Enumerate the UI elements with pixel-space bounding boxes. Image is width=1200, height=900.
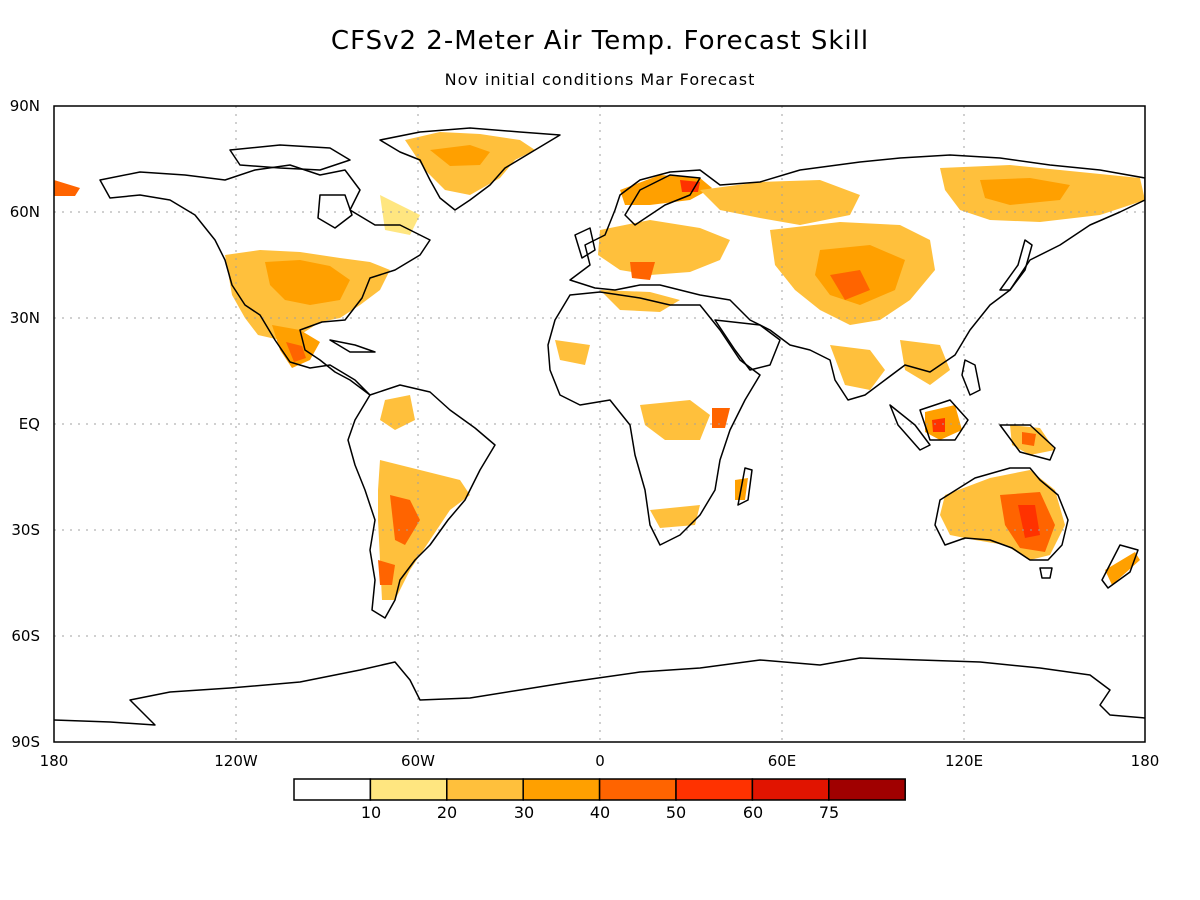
lat-label-30n: 30N xyxy=(10,309,40,327)
colorbar-label-75: 75 xyxy=(819,803,839,822)
coast-africa xyxy=(547,291,761,546)
lat-axis-labels: 90N 60N 30N EQ 30S 60S 90S xyxy=(10,97,40,751)
skill-region-se-asia xyxy=(900,340,950,385)
lon-label-60e: 60E xyxy=(768,752,797,770)
colorbar-swatch-2 xyxy=(446,778,524,801)
lon-label-180e: 180 xyxy=(1131,752,1160,770)
colorbar xyxy=(293,778,906,801)
colorbar-label-50: 50 xyxy=(666,803,686,822)
colorbar-labels: 10 20 30 40 50 60 75 xyxy=(361,803,839,822)
lat-label-60n: 60N xyxy=(10,203,40,221)
coast-antarctica xyxy=(54,657,1145,726)
colorbar-label-60: 60 xyxy=(743,803,763,822)
skill-region-scandinavia-core xyxy=(680,180,700,192)
coast-borneo xyxy=(919,399,969,441)
skill-region-east-africa xyxy=(712,408,730,428)
map-title: CFSv2 2-Meter Air Temp. Forecast Skill xyxy=(330,26,870,56)
lon-label-180w: 180 xyxy=(40,752,69,770)
skill-region-s-america-core xyxy=(390,495,420,545)
colorbar-swatch-6 xyxy=(751,778,830,801)
coast-south-america xyxy=(347,384,496,619)
map-frame xyxy=(53,105,1146,743)
lat-label-60s: 60S xyxy=(11,627,40,645)
skill-region-mexico-core xyxy=(286,342,306,362)
skill-shading xyxy=(54,132,1145,600)
coast-eurasia xyxy=(569,154,1145,401)
skill-region-s-america-north xyxy=(380,395,415,430)
colorbar-swatch-0 xyxy=(293,778,372,801)
colorbar-label-20: 20 xyxy=(437,803,457,822)
coast-greenland xyxy=(379,127,561,211)
coast-arctic-islands xyxy=(229,144,351,171)
lat-label-30s: 30S xyxy=(11,521,40,539)
coast-scandinavia xyxy=(624,174,701,226)
skill-region-southern-africa xyxy=(650,505,700,528)
colorbar-label-40: 40 xyxy=(590,803,610,822)
lon-axis-labels: 180 120W 60W 0 60E 120E 180 xyxy=(40,752,1160,770)
lat-label-eq: EQ xyxy=(19,415,40,433)
skill-region-patagonia xyxy=(378,560,395,585)
skill-region-borneo-core xyxy=(932,418,945,432)
lon-label-120e: 120E xyxy=(945,752,983,770)
colorbar-label-10: 10 xyxy=(361,803,381,822)
coast-north-america xyxy=(99,164,431,396)
coast-japan xyxy=(999,239,1033,291)
skill-region-central-africa xyxy=(640,400,710,440)
coast-philippines xyxy=(961,359,981,396)
coast-tasmania xyxy=(1039,567,1053,579)
coast-cuba xyxy=(329,339,376,353)
skill-region-greenland-core xyxy=(430,145,490,166)
coast-australia xyxy=(934,467,1069,561)
coast-new-zealand xyxy=(1101,544,1139,589)
skill-region-europe xyxy=(598,220,730,275)
skill-region-west-africa xyxy=(555,340,590,365)
skill-region-new-zealand xyxy=(1105,552,1140,585)
coast-sumatra xyxy=(889,404,931,451)
skill-region-new-guinea-core xyxy=(1022,432,1036,446)
skill-region-balkans xyxy=(630,262,655,280)
colorbar-swatch-5 xyxy=(675,778,754,801)
map-gridlines xyxy=(54,106,1145,742)
coast-hudson-bay xyxy=(317,194,353,229)
skill-region-us-core xyxy=(265,260,350,305)
coastlines xyxy=(54,127,1145,726)
colorbar-swatch-1 xyxy=(369,778,448,801)
coast-british-isles xyxy=(574,227,596,259)
coast-madagascar xyxy=(737,467,753,506)
map-subtitle: Nov initial conditions Mar Forecast xyxy=(444,70,756,89)
skill-region-mongolia-core xyxy=(830,270,870,300)
lon-label-0: 0 xyxy=(595,752,605,770)
colorbar-swatch-3 xyxy=(522,778,601,801)
lon-label-120w: 120W xyxy=(214,752,258,770)
lat-label-90s: 90S xyxy=(11,733,40,751)
lat-label-90n: 90N xyxy=(10,97,40,115)
colorbar-swatch-4 xyxy=(598,778,677,801)
skill-region-south-asia xyxy=(830,345,885,390)
colorbar-label-30: 30 xyxy=(514,803,534,822)
skill-region-west-siberia xyxy=(700,180,860,225)
coast-new-guinea xyxy=(999,424,1056,461)
lon-label-60w: 60W xyxy=(401,752,435,770)
coast-arabia xyxy=(714,319,781,371)
colorbar-swatch-7 xyxy=(828,778,906,801)
skill-region-siberia-core xyxy=(980,178,1070,205)
skill-region-alaska xyxy=(54,180,80,196)
skill-region-canada-east xyxy=(380,195,420,235)
